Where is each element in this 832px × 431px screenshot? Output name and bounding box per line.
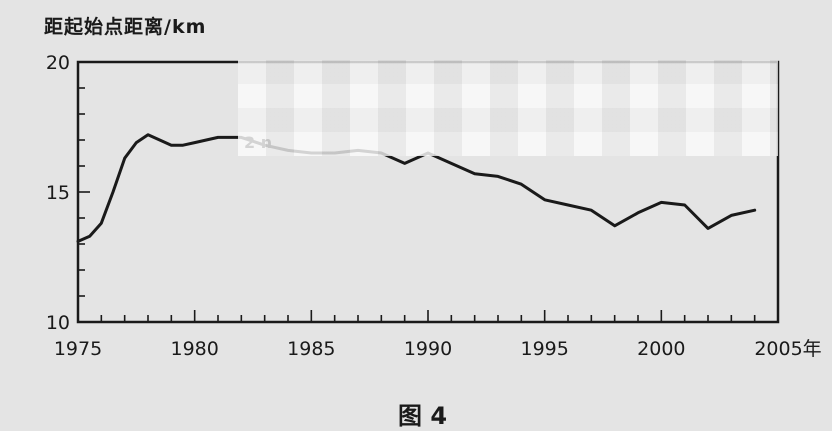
y-axis-label: 距起始点距离/km — [44, 16, 207, 38]
obscured-region — [238, 60, 778, 156]
x-tick-label: 2000 — [637, 338, 685, 360]
x-tick-labels: 1975 1980 1985 1990 1995 2000 2005年 — [54, 338, 822, 360]
y-tick-label: 20 — [46, 52, 70, 74]
x-tick-label: 1995 — [520, 338, 568, 360]
figure-caption: 图 4 — [398, 402, 448, 430]
x-tick-label: 1990 — [404, 338, 452, 360]
x-tick-label: 1975 — [54, 338, 102, 360]
y-tick-labels: 10 15 20 — [46, 52, 70, 334]
y-tick-label: 10 — [46, 312, 70, 334]
x-tick-label: 1985 — [287, 338, 335, 360]
x-tick-label: 1980 — [170, 338, 218, 360]
x-tick-label: 2005年 — [754, 338, 821, 360]
y-tick-label: 15 — [46, 182, 70, 204]
minor-ticks — [77, 61, 779, 323]
